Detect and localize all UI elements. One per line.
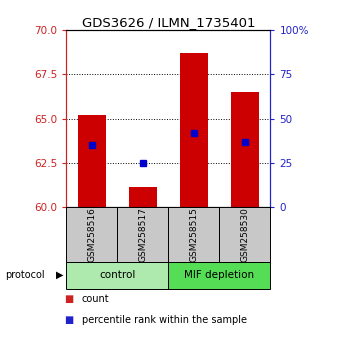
Text: control: control	[99, 270, 135, 280]
Text: protocol: protocol	[5, 270, 45, 280]
Text: GSM258516: GSM258516	[87, 207, 96, 262]
Bar	[231, 92, 259, 207]
Text: ■: ■	[65, 294, 74, 304]
Text: GSM258517: GSM258517	[138, 207, 147, 262]
Bar	[78, 115, 106, 207]
Text: ■: ■	[65, 315, 74, 325]
Text: GSM258530: GSM258530	[240, 207, 249, 262]
Text: MIF depletion: MIF depletion	[184, 270, 254, 280]
Text: percentile rank within the sample: percentile rank within the sample	[82, 315, 246, 325]
Text: ▶: ▶	[56, 270, 63, 280]
Bar	[129, 187, 157, 207]
Text: count: count	[82, 294, 109, 304]
Text: GSM258515: GSM258515	[189, 207, 198, 262]
Bar	[180, 53, 208, 207]
Title: GDS3626 / ILMN_1735401: GDS3626 / ILMN_1735401	[82, 16, 255, 29]
